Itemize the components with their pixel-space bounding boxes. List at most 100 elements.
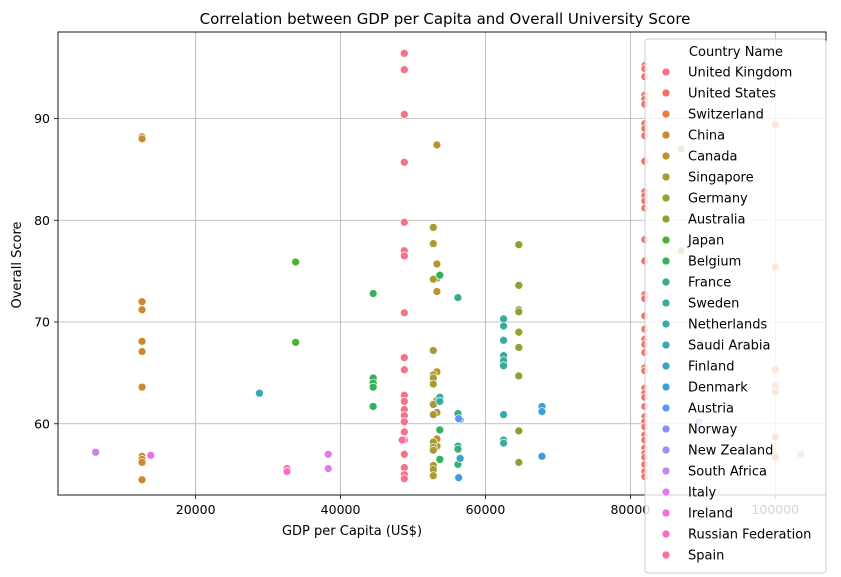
legend-label: Italy — [688, 486, 717, 501]
data-point — [137, 297, 147, 307]
data-point — [399, 397, 409, 406]
y-axis-ticks: 60 70 80 90 — [34, 111, 58, 431]
x-tick-label: 40000 — [321, 502, 361, 517]
data-point — [453, 444, 463, 454]
data-point — [428, 379, 438, 389]
legend-marker — [661, 298, 671, 308]
legend-label: Russian Federation — [688, 528, 811, 543]
legend-label: Finland — [688, 360, 734, 375]
y-tick-label: 60 — [34, 416, 50, 431]
data-point — [499, 410, 508, 419]
legend-title: Country Name — [689, 45, 783, 60]
legend-label: Norway — [688, 423, 738, 438]
legend-label: New Zealand — [688, 444, 773, 459]
data-point — [282, 467, 292, 476]
data-point — [137, 134, 147, 144]
data-point — [435, 425, 445, 435]
data-point — [499, 321, 508, 331]
data-point — [435, 270, 445, 280]
legend-label: Ireland — [688, 507, 733, 522]
legend-marker — [661, 277, 671, 287]
data-point — [428, 471, 438, 481]
legend-label: Germany — [688, 192, 748, 207]
legend-label: Austria — [688, 402, 734, 417]
legend-marker — [661, 382, 671, 392]
legend-marker — [661, 466, 671, 476]
data-point — [435, 397, 445, 406]
x-tick-label: 80000 — [610, 502, 650, 517]
legend-marker — [661, 130, 671, 140]
data-point — [399, 110, 409, 119]
data-point — [397, 435, 407, 445]
y-tick-label: 90 — [34, 111, 50, 126]
legend-label: Belgium — [688, 255, 741, 270]
data-point — [137, 382, 147, 392]
data-point — [514, 371, 524, 381]
data-point — [91, 447, 101, 457]
data-point — [454, 473, 464, 483]
data-point — [399, 427, 409, 437]
data-point — [137, 305, 147, 315]
data-point — [432, 259, 442, 269]
data-point — [514, 343, 524, 352]
legend-label: United States — [688, 87, 776, 102]
data-point — [146, 450, 156, 460]
legend-label: France — [688, 276, 731, 291]
legend-marker — [661, 550, 671, 560]
legend-marker — [661, 529, 671, 539]
data-point — [499, 361, 508, 371]
x-tick-label: 60000 — [466, 502, 506, 517]
data-point — [399, 365, 409, 375]
legend-label: Canada — [688, 150, 737, 165]
y-tick-label: 70 — [34, 315, 50, 330]
legend-marker — [661, 403, 671, 413]
legend-label: China — [688, 129, 725, 144]
data-point — [428, 445, 438, 455]
legend-label: Saudi Arabia — [688, 339, 771, 354]
data-point — [499, 438, 508, 448]
data-point — [399, 417, 409, 427]
legend: Country Name United Kingdom United States… — [644, 38, 827, 574]
data-point — [428, 274, 438, 284]
legend-marker — [661, 424, 671, 434]
data-point — [432, 287, 442, 296]
data-point — [368, 289, 378, 298]
legend-marker — [661, 361, 671, 371]
data-point — [432, 140, 442, 150]
legend-label: Singapore — [688, 171, 754, 186]
data-point — [514, 426, 524, 436]
data-point — [399, 353, 409, 362]
data-point — [537, 407, 547, 416]
legend-marker — [661, 256, 671, 266]
legend-marker — [661, 508, 671, 518]
legend-marker — [661, 151, 671, 161]
legend-marker — [661, 67, 671, 77]
legend-marker — [661, 340, 671, 350]
legend-label: Sweden — [688, 297, 739, 312]
data-point — [514, 327, 524, 337]
data-point — [291, 338, 300, 347]
data-point — [454, 414, 464, 424]
data-point — [537, 451, 547, 461]
data-point — [368, 402, 378, 411]
legend-marker — [661, 235, 671, 245]
data-point — [499, 335, 508, 345]
legend-box — [644, 38, 827, 574]
x-axis-label: GDP per Capita (US$) — [282, 524, 422, 539]
legend-label: Switzerland — [688, 108, 764, 123]
x-tick-label: 20000 — [176, 502, 216, 517]
data-point — [453, 293, 463, 302]
legend-marker — [661, 109, 671, 119]
data-point — [399, 308, 409, 318]
data-point — [399, 474, 409, 484]
legend-marker — [661, 445, 671, 455]
legend-marker — [661, 172, 671, 182]
data-point — [399, 449, 409, 459]
y-axis-label: Overall Score — [10, 221, 25, 308]
legend-marker — [661, 193, 671, 203]
data-point — [428, 346, 438, 355]
data-point — [399, 65, 409, 75]
legend-label: Australia — [688, 213, 746, 228]
legend-marker — [661, 319, 671, 329]
